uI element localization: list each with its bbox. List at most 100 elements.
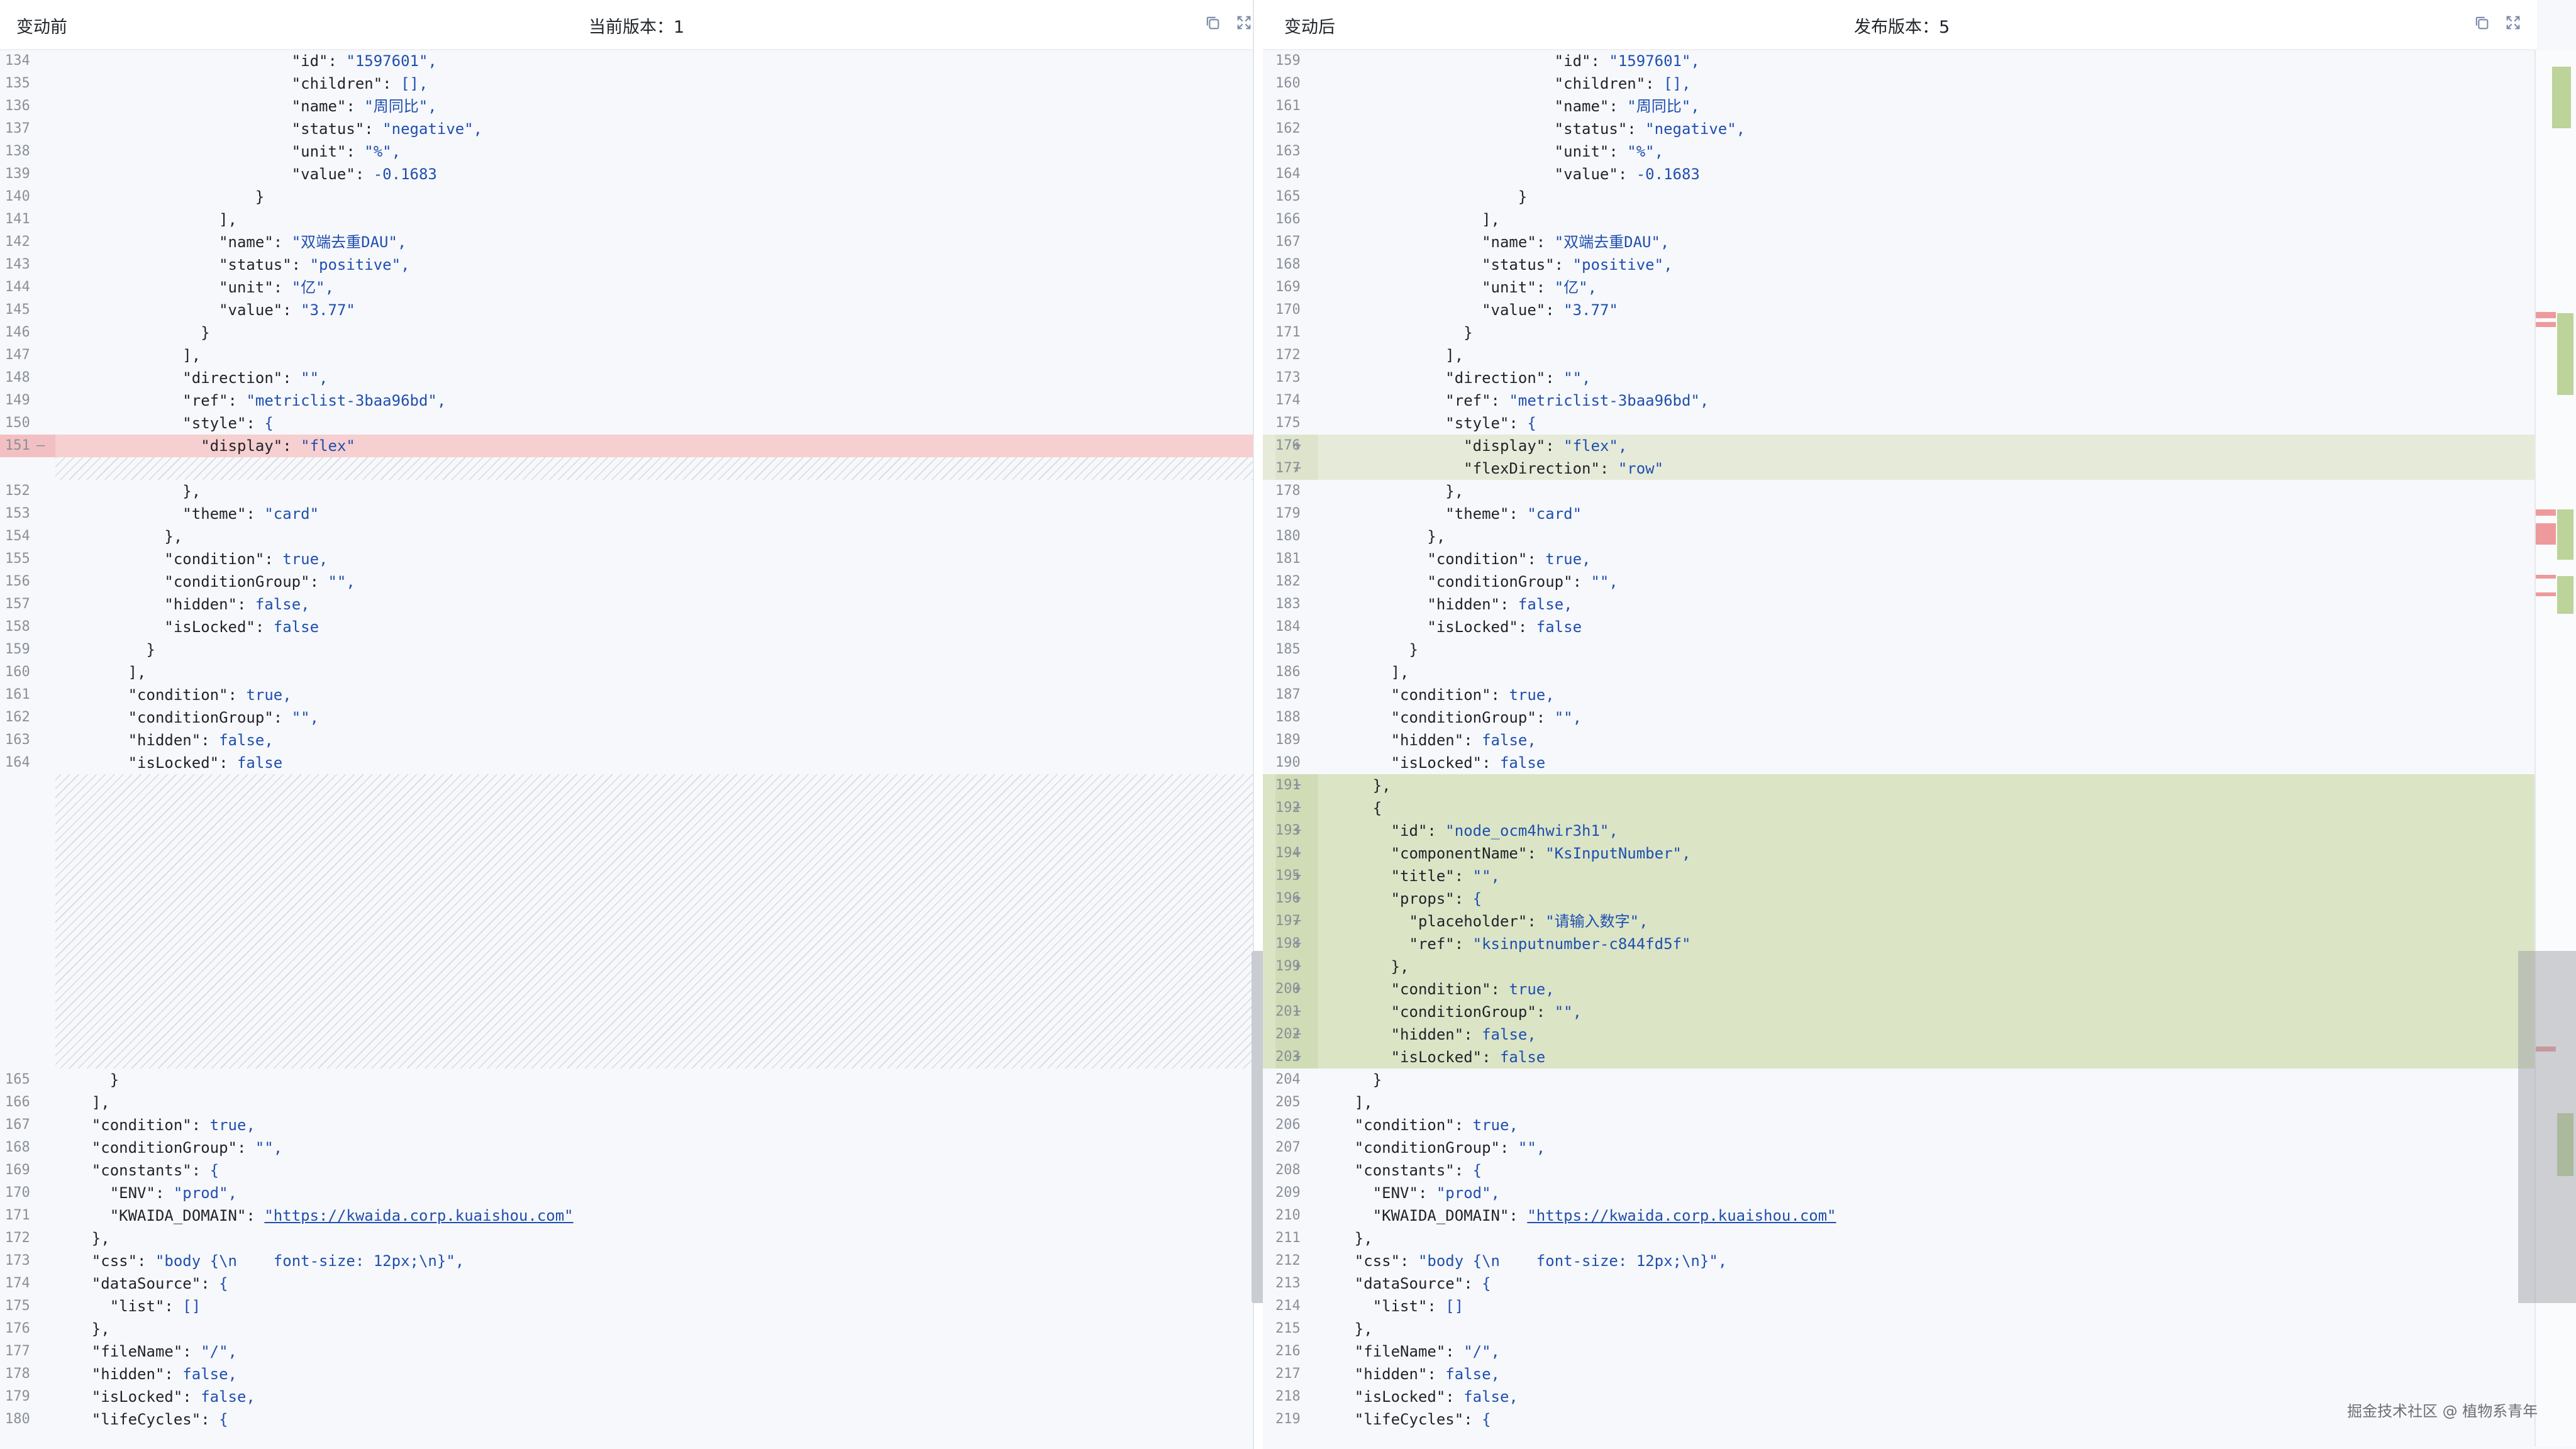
code-line[interactable]: 180 "lifeCycles": {	[0, 1408, 1253, 1431]
code-line[interactable]: 212 "css": "body {\n font-size: 12px;\n}…	[1263, 1250, 2537, 1272]
code-line[interactable]: 172 ],	[1263, 344, 2537, 367]
code-line[interactable]: 210 "KWAIDA_DOMAIN": "https://kwaida.cor…	[1263, 1204, 2537, 1227]
code-line[interactable]: 175 "style": {	[1263, 412, 2537, 435]
code-line[interactable]: 145 "value": "3.77"	[0, 299, 1253, 321]
code-line[interactable]: 185 }	[1263, 638, 2537, 661]
after-code-view[interactable]: 159 "id": "1597601", 160 "children": [], 1…	[1263, 50, 2537, 1431]
code-line[interactable]: 186 ],	[1263, 661, 2537, 684]
code-line[interactable]: 187 "condition": true,	[1263, 684, 2537, 706]
code-line[interactable]: 184 "isLocked": false	[1263, 616, 2537, 638]
code-line[interactable]: 139 "value": -0.1683	[0, 163, 1253, 186]
added-code-line[interactable]: 197 + "placeholder": "请输入数字",	[1263, 910, 2537, 933]
code-line[interactable]: 214 "list": []	[1263, 1295, 2537, 1318]
code-line[interactable]: 162 "status": "negative",	[1263, 118, 2537, 140]
code-line[interactable]: 205 ],	[1263, 1091, 2537, 1114]
before-pane[interactable]: 变动前 当前版本：1 134 "id": "1597601", 135 "chil…	[0, 0, 1253, 1449]
code-line[interactable]: 148 "direction": "",	[0, 367, 1253, 389]
copy-icon[interactable]	[2473, 14, 2490, 31]
code-line[interactable]: 209 "ENV": "prod",	[1263, 1182, 2537, 1204]
code-line[interactable]: 165 }	[0, 1069, 1253, 1091]
code-line[interactable]: 171 }	[1263, 321, 2537, 344]
added-code-line[interactable]: 195 + "title": "",	[1263, 865, 2537, 887]
code-line[interactable]: 135 "children": [],	[0, 72, 1253, 95]
code-line[interactable]: 178 "hidden": false,	[0, 1363, 1253, 1385]
fullscreen-icon[interactable]	[1235, 14, 1253, 31]
code-line[interactable]: 159 }	[0, 638, 1253, 661]
code-line[interactable]: 168 "conditionGroup": "",	[0, 1136, 1253, 1159]
added-code-line[interactable]: 177 + "flexDirection": "row"	[1263, 457, 2537, 480]
code-line[interactable]: 163 "hidden": false,	[0, 729, 1253, 752]
code-line[interactable]: 178 },	[1263, 480, 2537, 502]
code-line[interactable]: 172 },	[0, 1227, 1253, 1250]
code-line[interactable]: 157 "hidden": false,	[0, 593, 1253, 616]
code-line[interactable]: 218 "isLocked": false,	[1263, 1385, 2537, 1408]
added-code-line[interactable]: 199 + },	[1263, 955, 2537, 978]
fullscreen-icon[interactable]	[2504, 14, 2522, 31]
code-line[interactable]: 164 "value": -0.1683	[1263, 163, 2537, 186]
code-line[interactable]: 146 }	[0, 321, 1253, 344]
code-line[interactable]: 137 "status": "negative",	[0, 118, 1253, 140]
right-pane-scrollbar-thumb[interactable]	[2518, 951, 2576, 1303]
code-line[interactable]: 211 },	[1263, 1227, 2537, 1250]
code-line[interactable]: 166 ],	[1263, 208, 2537, 231]
code-line[interactable]: 143 "status": "positive",	[0, 253, 1253, 276]
code-line[interactable]: 181 "condition": true,	[1263, 548, 2537, 570]
code-line[interactable]: 169 "constants": {	[0, 1159, 1253, 1182]
code-line[interactable]: 167 "condition": true,	[0, 1114, 1253, 1136]
code-line[interactable]: 213 "dataSource": {	[1263, 1272, 2537, 1295]
code-line[interactable]: 179 "theme": "card"	[1263, 502, 2537, 525]
code-line[interactable]: 152 },	[0, 480, 1253, 502]
code-line[interactable]: 182 "conditionGroup": "",	[1263, 570, 2537, 593]
added-code-line[interactable]: 194 + "componentName": "KsInputNumber",	[1263, 842, 2537, 865]
code-line[interactable]: 142 "name": "双端去重DAU",	[0, 231, 1253, 253]
code-line[interactable]: 170 "value": "3.77"	[1263, 299, 2537, 321]
code-line[interactable]: 161 "name": "周同比",	[1263, 95, 2537, 118]
code-line[interactable]: 175 "list": []	[0, 1295, 1253, 1318]
code-line[interactable]: 215 },	[1263, 1318, 2537, 1340]
added-code-line[interactable]: 193 + "id": "node_ocm4hwir3h1",	[1263, 819, 2537, 842]
after-pane[interactable]: 变动后 发布版本：5 159 "id": "1597601", 160 "chil…	[1263, 0, 2537, 1449]
code-line[interactable]: 179 "isLocked": false,	[0, 1385, 1253, 1408]
code-line[interactable]: 174 "ref": "metriclist-3baa96bd",	[1263, 389, 2537, 412]
added-code-line[interactable]: 201 + "conditionGroup": "",	[1263, 1001, 2537, 1023]
code-line[interactable]: 173 "css": "body {\n font-size: 12px;\n}…	[0, 1250, 1253, 1272]
code-line[interactable]: 160 "children": [],	[1263, 72, 2537, 95]
code-line[interactable]: 166 ],	[0, 1091, 1253, 1114]
code-line[interactable]: 183 "hidden": false,	[1263, 593, 2537, 616]
copy-icon[interactable]	[1204, 14, 1221, 31]
code-line[interactable]: 207 "conditionGroup": "",	[1263, 1136, 2537, 1159]
code-line[interactable]: 190 "isLocked": false	[1263, 752, 2537, 774]
added-code-line[interactable]: 191 + },	[1263, 774, 2537, 797]
code-line[interactable]: 169 "unit": "亿",	[1263, 276, 2537, 299]
code-line[interactable]: 150 "style": {	[0, 412, 1253, 435]
code-line[interactable]: 206 "condition": true,	[1263, 1114, 2537, 1136]
code-line[interactable]: 174 "dataSource": {	[0, 1272, 1253, 1295]
code-line[interactable]: 163 "unit": "%",	[1263, 140, 2537, 163]
code-line[interactable]: 177 "fileName": "/",	[0, 1340, 1253, 1363]
added-code-line[interactable]: 192 + {	[1263, 797, 2537, 819]
code-line[interactable]: 156 "conditionGroup": "",	[0, 570, 1253, 593]
code-line[interactable]: 216 "fileName": "/",	[1263, 1340, 2537, 1363]
code-line[interactable]: 140 }	[0, 186, 1253, 208]
before-code-view[interactable]: 134 "id": "1597601", 135 "children": [], 1…	[0, 50, 1253, 1431]
added-code-line[interactable]: 176 + "display": "flex",	[1263, 435, 2537, 457]
code-line[interactable]: 168 "status": "positive",	[1263, 253, 2537, 276]
code-line[interactable]: 155 "condition": true,	[0, 548, 1253, 570]
code-line[interactable]: 149 "ref": "metriclist-3baa96bd",	[0, 389, 1253, 412]
added-code-line[interactable]: 200 + "condition": true,	[1263, 978, 2537, 1001]
code-line[interactable]: 141 ],	[0, 208, 1253, 231]
added-code-line[interactable]: 196 + "props": {	[1263, 887, 2537, 910]
code-line[interactable]: 144 "unit": "亿",	[0, 276, 1253, 299]
code-line[interactable]: 165 }	[1263, 186, 2537, 208]
code-line[interactable]: 180 },	[1263, 525, 2537, 548]
code-line[interactable]: 153 "theme": "card"	[0, 502, 1253, 525]
added-code-line[interactable]: 198 + "ref": "ksinputnumber-c844fd5f"	[1263, 933, 2537, 955]
code-line[interactable]: 154 },	[0, 525, 1253, 548]
code-line[interactable]: 173 "direction": "",	[1263, 367, 2537, 389]
code-line[interactable]: 170 "ENV": "prod",	[0, 1182, 1253, 1204]
code-line[interactable]: 138 "unit": "%",	[0, 140, 1253, 163]
deleted-code-line[interactable]: 151— "display": "flex"	[0, 435, 1253, 457]
code-line[interactable]: 158 "isLocked": false	[0, 616, 1253, 638]
code-line[interactable]: 171 "KWAIDA_DOMAIN": "https://kwaida.cor…	[0, 1204, 1253, 1227]
code-line[interactable]: 167 "name": "双端去重DAU",	[1263, 231, 2537, 253]
